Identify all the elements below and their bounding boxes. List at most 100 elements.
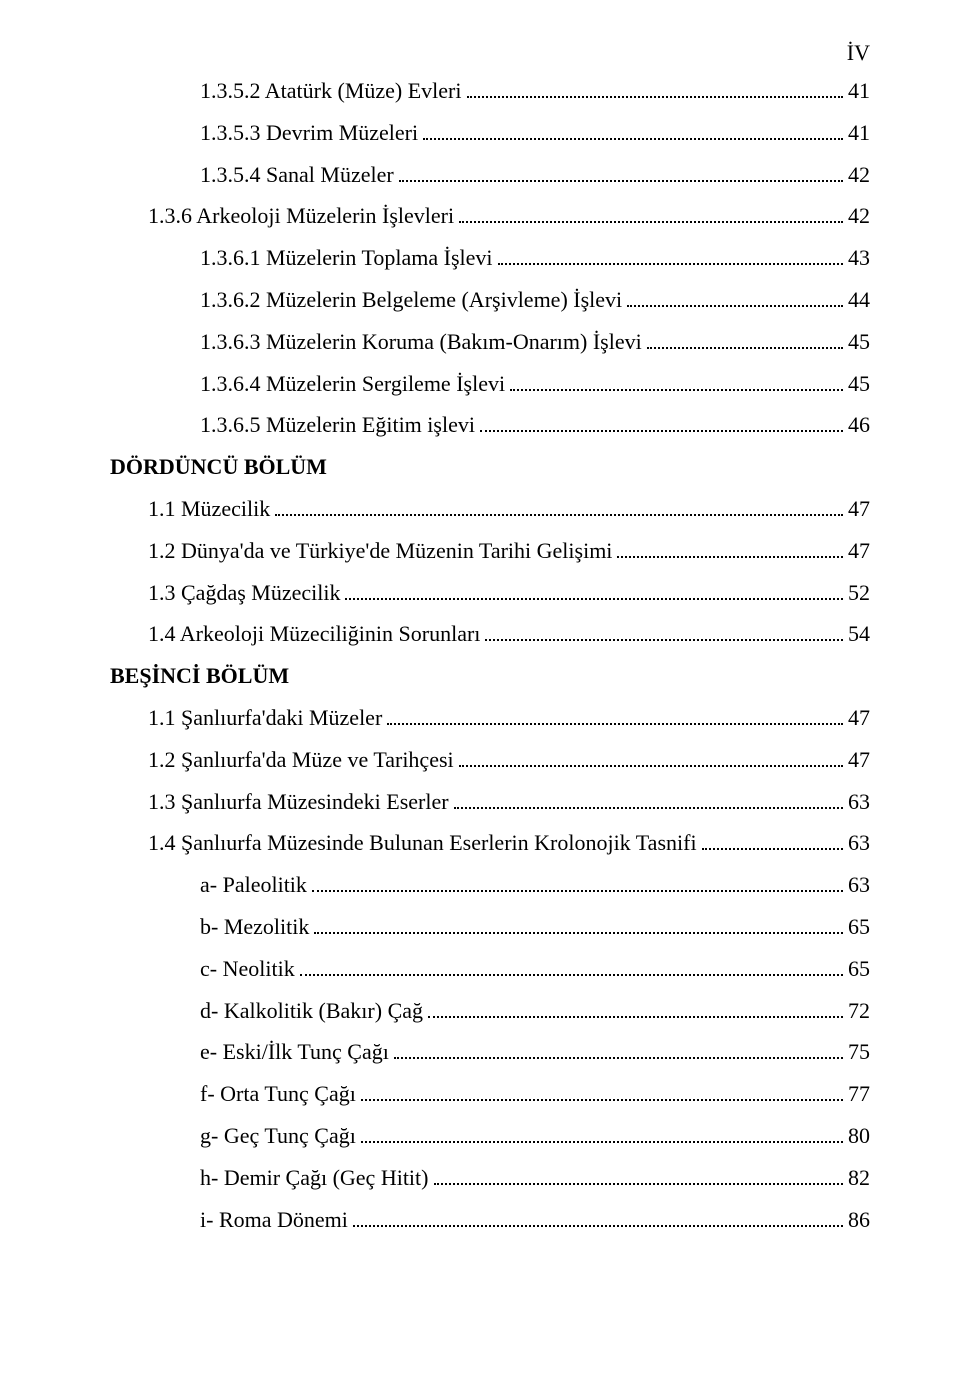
toc-entry-label: 1.2 Şanlıurfa'da Müze ve Tarihçesi: [148, 739, 454, 781]
toc-leader-dots: [314, 932, 843, 934]
toc-entry-page: 47: [848, 739, 870, 781]
toc-entry-page: 65: [848, 906, 870, 948]
toc-leader-dots: [459, 221, 843, 223]
toc-entry: d- Kalkolitik (Bakır) Çağ72: [110, 990, 870, 1032]
section-heading-label: DÖRDÜNCÜ BÖLÜM: [110, 454, 327, 479]
toc-entry-label: 1.4 Şanlıurfa Müzesinde Bulunan Eserleri…: [148, 822, 697, 864]
toc-entry: 1.3.6.1 Müzelerin Toplama İşlevi 43: [110, 237, 870, 279]
toc-entry-label: 1.1 Müzecilik: [148, 488, 270, 530]
page-number: İV: [847, 40, 870, 66]
toc-leader-dots: [510, 389, 843, 391]
toc-entry: 1.4 Şanlıurfa Müzesinde Bulunan Eserleri…: [110, 822, 870, 864]
toc-leader-dots: [480, 430, 843, 432]
toc-entry-page: 82: [848, 1157, 870, 1199]
toc-entry: 1.3 Çağdaş Müzecilik 52: [110, 572, 870, 614]
toc-entry: e- Eski/İlk Tunç Çağı 75: [110, 1031, 870, 1073]
toc-entry: 1.4 Arkeoloji Müzeciliğinin Sorunları 54: [110, 613, 870, 655]
toc-entry-page: 54: [848, 613, 870, 655]
toc-leader-dots: [459, 765, 843, 767]
toc-entry: f- Orta Tunç Çağı 77: [110, 1073, 870, 1115]
toc-leader-dots: [647, 347, 843, 349]
toc-leader-dots: [361, 1141, 843, 1143]
toc-entry: 1.1 Şanlıurfa'daki Müzeler 47: [110, 697, 870, 739]
toc-entry-page: 46: [848, 404, 870, 446]
toc-entry-label: e- Eski/İlk Tunç Çağı: [200, 1031, 389, 1073]
toc-entry-label: 1.3.6.3 Müzelerin Koruma (Bakım-Onarım) …: [200, 321, 642, 363]
toc-entry-label: 1.3 Şanlıurfa Müzesindeki Eserler: [148, 781, 449, 823]
toc-entry-label: g- Geç Tunç Çağı: [200, 1115, 356, 1157]
toc-entry-label: 1.3.6.1 Müzelerin Toplama İşlevi: [200, 237, 493, 279]
toc-entry: 1.3.5.4 Sanal Müzeler 42: [110, 154, 870, 196]
toc-entry: 1.3 Şanlıurfa Müzesindeki Eserler 63: [110, 781, 870, 823]
toc-entry-label: a- Paleolitik: [200, 864, 307, 906]
toc-entry-page: 44: [848, 279, 870, 321]
toc-entry-page: 42: [848, 154, 870, 196]
toc-entry-page: 63: [848, 781, 870, 823]
toc-entry: 1.3.6.4 Müzelerin Sergileme İşlevi 45: [110, 363, 870, 405]
toc-entry-label: 1.3 Çağdaş Müzecilik: [148, 572, 340, 614]
toc-entry-page: 41: [848, 70, 870, 112]
toc-entry: 1.3.6.5 Müzelerin Eğitim işlevi 46: [110, 404, 870, 446]
toc-leader-dots: [399, 180, 843, 182]
toc-entry-label: c- Neolitik: [200, 948, 295, 990]
toc-entry: 1.3.5.3 Devrim Müzeleri 41: [110, 112, 870, 154]
toc-leader-dots: [394, 1057, 843, 1059]
toc-leader-dots: [312, 890, 843, 892]
toc-entry-label: 1.3.6.2 Müzelerin Belgeleme (Arşivleme) …: [200, 279, 622, 321]
toc-leader-dots: [361, 1099, 843, 1101]
toc-entry-page: 63: [848, 864, 870, 906]
toc-entry: b- Mezolitik65: [110, 906, 870, 948]
toc-entry-label: 1.3.5.2 Atatürk (Müze) Evleri: [200, 70, 462, 112]
toc-entry-page: 45: [848, 363, 870, 405]
toc-entry-label: 1.3.6.5 Müzelerin Eğitim işlevi: [200, 404, 475, 446]
toc-leader-dots: [702, 848, 843, 850]
toc-entry: c- Neolitik 65: [110, 948, 870, 990]
toc-leader-dots: [423, 138, 843, 140]
section-heading: BEŞİNCİ BÖLÜM: [110, 655, 870, 697]
toc-leader-dots: [498, 263, 843, 265]
toc-leader-dots: [275, 514, 843, 516]
toc-entry-label: 1.4 Arkeoloji Müzeciliğinin Sorunları: [148, 613, 480, 655]
toc-leader-dots: [434, 1183, 844, 1185]
toc-entry-page: 77: [848, 1073, 870, 1115]
toc-entry-page: 72: [848, 990, 870, 1032]
toc-entry-label: 1.3.5.4 Sanal Müzeler: [200, 154, 394, 196]
toc-entry-page: 47: [848, 530, 870, 572]
toc-entry: 1.2 Şanlıurfa'da Müze ve Tarihçesi 47: [110, 739, 870, 781]
toc-entry-label: 1.2 Dünya'da ve Türkiye'de Müzenin Tarih…: [148, 530, 612, 572]
toc-entry-page: 41: [848, 112, 870, 154]
toc-entry-page: 63: [848, 822, 870, 864]
toc-leader-dots: [345, 598, 843, 600]
toc-leader-dots: [485, 639, 843, 641]
toc-entry-page: 52: [848, 572, 870, 614]
toc-entry: 1.2 Dünya'da ve Türkiye'de Müzenin Tarih…: [110, 530, 870, 572]
toc-entry-label: f- Orta Tunç Çağı: [200, 1073, 356, 1115]
toc-leader-dots: [617, 556, 843, 558]
toc-entry-page: 43: [848, 237, 870, 279]
toc-entry-page: 65: [848, 948, 870, 990]
toc-page: İV 1.3.5.2 Atatürk (Müze) Evleri411.3.5.…: [0, 0, 960, 1393]
toc-entry-page: 86: [848, 1199, 870, 1241]
toc-entry: 1.3.5.2 Atatürk (Müze) Evleri 41: [110, 70, 870, 112]
toc-entry-page: 75: [848, 1031, 870, 1073]
toc-leader-dots: [467, 96, 844, 98]
toc-entry-label: 1.3.5.3 Devrim Müzeleri: [200, 112, 418, 154]
toc-entry-label: i- Roma Dönemi: [200, 1199, 348, 1241]
toc-entry-page: 47: [848, 697, 870, 739]
toc-entry: 1.3.6.2 Müzelerin Belgeleme (Arşivleme) …: [110, 279, 870, 321]
toc-entry-page: 45: [848, 321, 870, 363]
toc-entry-label: h- Demir Çağı (Geç Hitit): [200, 1157, 429, 1199]
toc-entry-label: 1.3.6 Arkeoloji Müzelerin İşlevleri: [148, 195, 454, 237]
toc-entry: g- Geç Tunç Çağı 80: [110, 1115, 870, 1157]
section-heading: DÖRDÜNCÜ BÖLÜM: [110, 446, 870, 488]
toc-container: 1.3.5.2 Atatürk (Müze) Evleri411.3.5.3 D…: [110, 70, 870, 1240]
toc-leader-dots: [300, 974, 843, 976]
toc-leader-dots: [454, 807, 843, 809]
toc-entry-label: 1.1 Şanlıurfa'daki Müzeler: [148, 697, 382, 739]
toc-entry-page: 80: [848, 1115, 870, 1157]
toc-entry-label: 1.3.6.4 Müzelerin Sergileme İşlevi: [200, 363, 505, 405]
toc-entry: 1.1 Müzecilik 47: [110, 488, 870, 530]
toc-entry-page: 47: [848, 488, 870, 530]
toc-entry-page: 42: [848, 195, 870, 237]
toc-entry: 1.3.6 Arkeoloji Müzelerin İşlevleri 42: [110, 195, 870, 237]
